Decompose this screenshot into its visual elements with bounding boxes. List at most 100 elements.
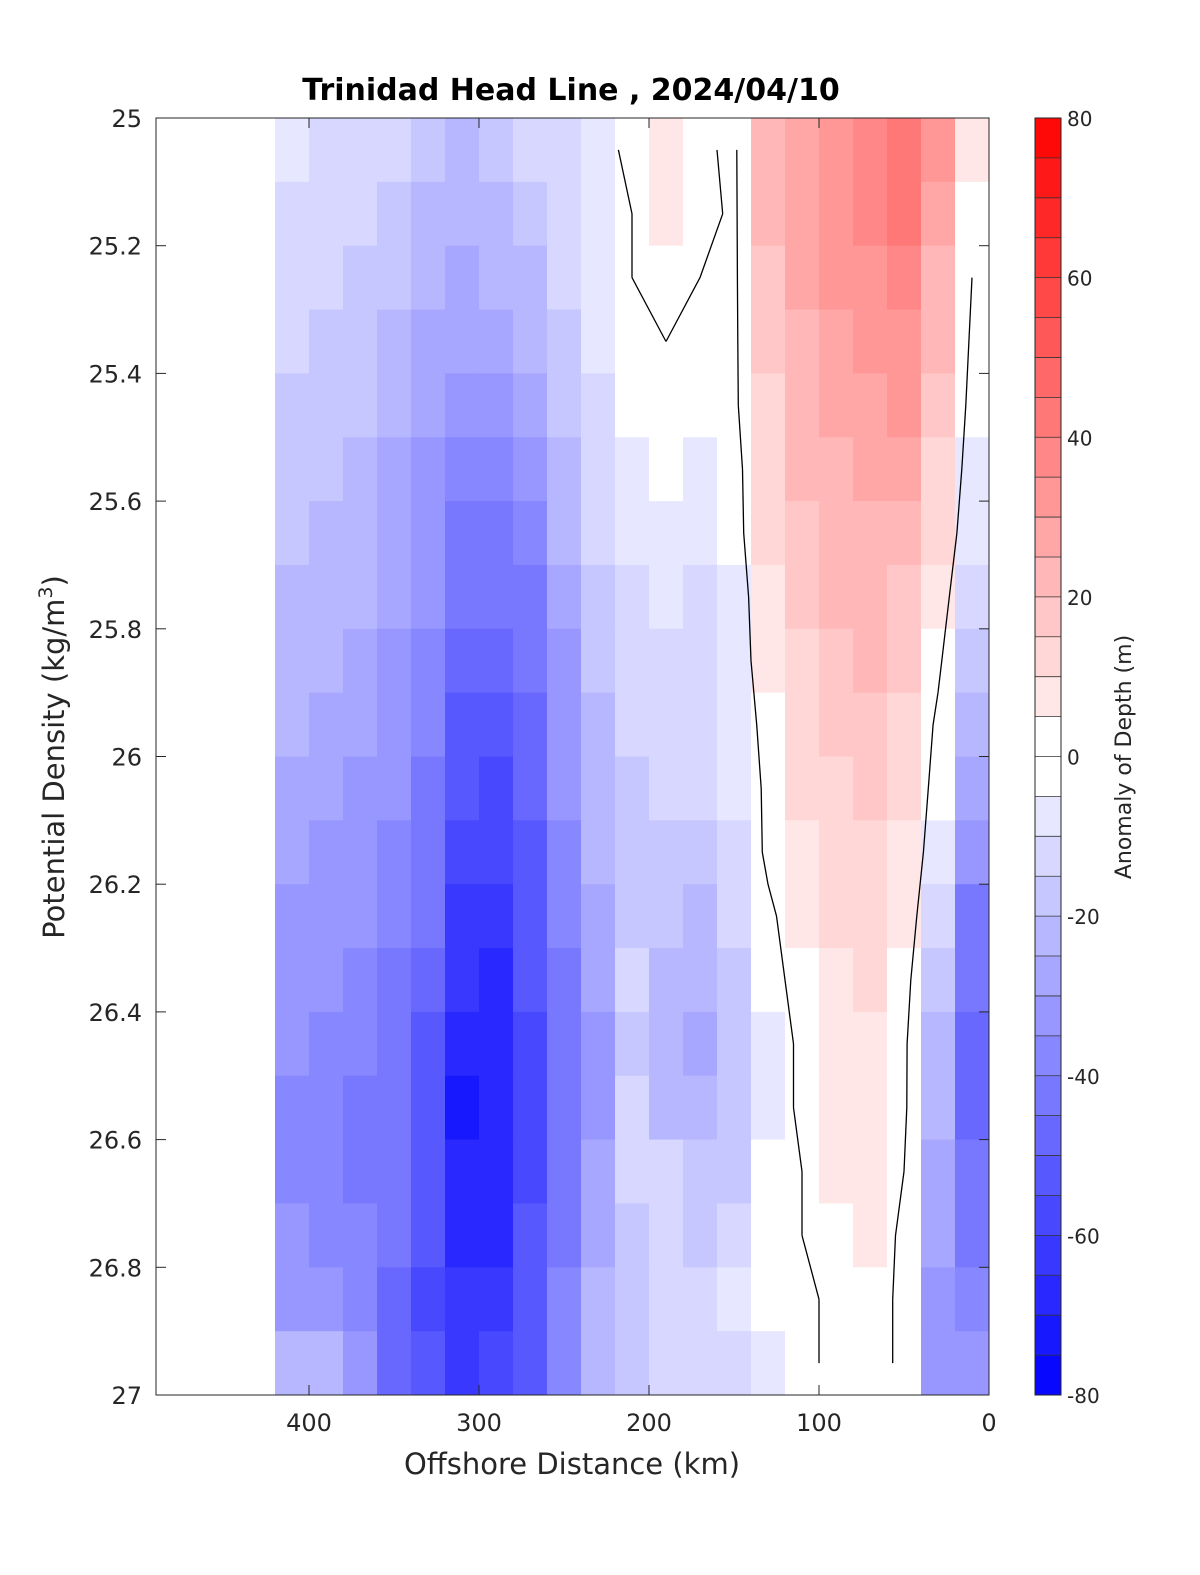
heatmap-cell	[751, 309, 786, 374]
heatmap-cell	[921, 1011, 956, 1077]
heatmap-cell	[683, 820, 718, 885]
heatmap-cell	[343, 628, 378, 694]
heatmap-cell	[717, 692, 752, 758]
heatmap-cell	[581, 884, 616, 949]
heatmap-cell	[411, 437, 446, 502]
colorbar-band	[1035, 1315, 1061, 1356]
colorbar: 80 60 40 20 0 -20 -40 -60 -80	[1034, 107, 1100, 1408]
colorbar-band	[1035, 995, 1061, 1037]
heatmap-cell	[785, 1331, 820, 1395]
heatmap-cell	[921, 245, 956, 311]
y-tick-label: 26.8	[89, 1254, 142, 1282]
heatmap-cell	[649, 245, 684, 311]
heatmap-cell	[751, 1075, 786, 1141]
heatmap-cell	[581, 1331, 616, 1395]
y-axis-label: Potential Density (kg/m3)	[35, 575, 71, 939]
heatmap-cell	[343, 1011, 378, 1077]
heatmap-cell	[343, 437, 378, 502]
heatmap-cell	[615, 948, 650, 1013]
heatmap-cell	[377, 1267, 412, 1332]
heatmap-cell	[445, 437, 480, 502]
heatmap-cell	[275, 820, 310, 885]
heatmap-cell	[751, 501, 786, 566]
colorbar-tick-label: 60	[1067, 267, 1092, 291]
heatmap-cell	[853, 245, 888, 311]
colorbar-band	[1035, 876, 1061, 917]
heatmap-cell	[615, 820, 650, 885]
heatmap-cell	[581, 118, 616, 183]
heatmap-cell	[785, 1267, 820, 1332]
heatmap-cell	[445, 628, 480, 694]
heatmap-cell	[411, 373, 446, 438]
colorbar-band	[1035, 517, 1061, 558]
heatmap-cell	[309, 309, 344, 374]
heatmap-cell	[751, 245, 786, 311]
heatmap-cell	[513, 373, 548, 438]
heatmap-cell	[683, 1203, 718, 1268]
heatmap-cell	[819, 692, 854, 758]
heatmap-cell	[921, 118, 956, 183]
heatmap-cell	[275, 628, 310, 694]
heatmap-cell	[343, 564, 378, 630]
heatmap-cell	[717, 373, 752, 438]
heatmap-cell	[649, 628, 684, 694]
heatmap-cell	[411, 1203, 446, 1268]
heatmap-cell	[513, 628, 548, 694]
heatmap-cell	[547, 437, 582, 502]
heatmap-cell	[275, 692, 310, 758]
heatmap-cell	[683, 1075, 718, 1141]
colorbar-band	[1035, 197, 1061, 239]
heatmap-cell	[785, 1075, 820, 1141]
heatmap-cell	[717, 756, 752, 821]
heatmap-cell	[751, 1139, 786, 1205]
heatmap-cell	[479, 884, 514, 949]
heatmap-cell	[649, 756, 684, 821]
heatmap-cell	[581, 1139, 616, 1205]
heatmap-cell	[853, 1267, 888, 1332]
heatmap-cell	[479, 309, 514, 374]
heatmap-cell	[649, 884, 684, 949]
heatmap-cell	[887, 756, 922, 821]
heatmap-cell	[377, 118, 412, 183]
heatmap-cell	[547, 181, 582, 247]
heatmap-cell	[921, 1331, 956, 1395]
colorbar-band	[1035, 397, 1061, 438]
heatmap-cell	[479, 1267, 514, 1332]
heatmap-cell	[445, 1011, 480, 1077]
heatmap-cell	[411, 756, 446, 821]
heatmap-cell	[717, 1203, 752, 1268]
heatmap-cell	[853, 1139, 888, 1205]
heatmap-cell	[819, 245, 854, 311]
heatmap-cell	[377, 309, 412, 374]
x-tick-label: 100	[796, 1409, 842, 1437]
heatmap-cell	[343, 756, 378, 821]
heatmap-cell	[785, 564, 820, 630]
y-tick-label: 26	[111, 744, 142, 772]
heatmap-cell	[615, 1267, 650, 1332]
heatmap-cell	[309, 1267, 344, 1332]
heatmap-cell	[649, 948, 684, 1013]
heatmap-cell	[955, 373, 989, 438]
heatmap-cell	[785, 756, 820, 821]
heatmap-cell	[547, 692, 582, 758]
heatmap-cell	[411, 820, 446, 885]
colorbar-band	[1035, 437, 1061, 478]
heatmap-cell	[547, 1139, 582, 1205]
colorbar-band	[1035, 357, 1061, 398]
heatmap-cell	[581, 628, 616, 694]
heatmap-cell	[955, 118, 989, 183]
heatmap-cell	[275, 437, 310, 502]
heatmap-cell	[785, 884, 820, 949]
heatmap-cell	[275, 884, 310, 949]
heatmap-cells	[275, 118, 989, 1395]
heatmap-cell	[445, 1139, 480, 1205]
heatmap-cell	[785, 692, 820, 758]
heatmap-cell	[717, 1011, 752, 1077]
heatmap-cell	[819, 437, 854, 502]
heatmap-cell	[819, 309, 854, 374]
heatmap-cell	[309, 756, 344, 821]
heatmap-cell	[581, 1203, 616, 1268]
colorbar-tick-label: 20	[1067, 586, 1092, 610]
heatmap-cell	[819, 756, 854, 821]
heatmap-cell	[921, 1267, 956, 1332]
